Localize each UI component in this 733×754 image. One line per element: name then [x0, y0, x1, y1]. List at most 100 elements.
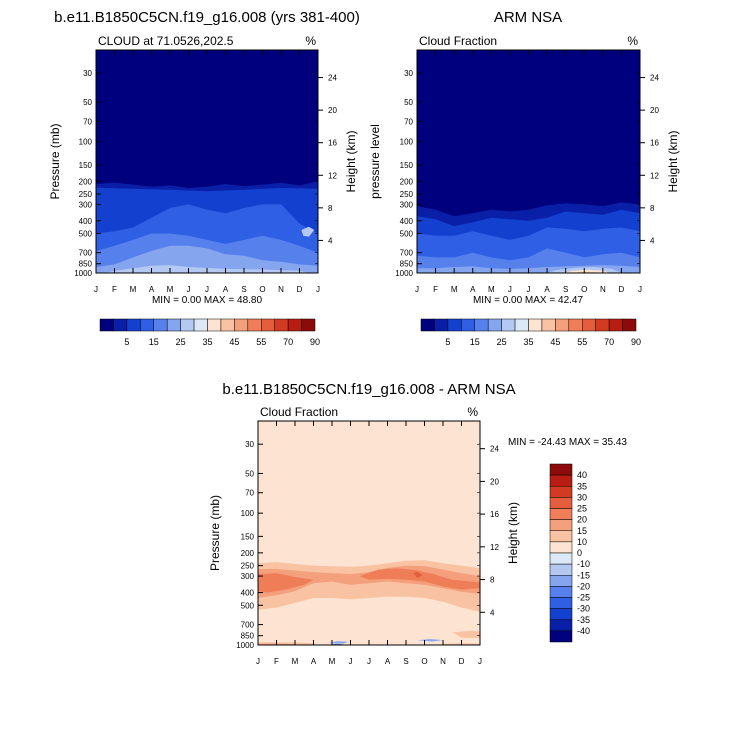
y-tick-label: 70 — [245, 489, 254, 498]
y2-tick-label: 20 — [490, 477, 499, 486]
y-tick-label: 1000 — [395, 269, 413, 278]
y-tick-label: 150 — [241, 532, 255, 541]
colorbar-label: 20 — [577, 515, 587, 525]
x-tick-label: J — [94, 285, 98, 294]
contour-region — [562, 269, 611, 273]
colorbar-label: -10 — [577, 559, 590, 569]
y-tick-label: 200 — [241, 549, 255, 558]
colorbar-box — [549, 486, 573, 498]
colorbar-obs: 5 15 25 35 45 55 70 90 — [420, 318, 641, 347]
min-max-stats: MIN = -24.43 MAX = 35.43 — [508, 437, 627, 448]
contour-region — [234, 191, 304, 200]
colorbar-label: 70 — [283, 337, 293, 347]
x-tick-label: J — [415, 285, 419, 294]
colorbar-label: 35 — [202, 337, 212, 347]
colorbar-label: 15 — [577, 526, 587, 536]
y2-tick-label: 12 — [650, 171, 659, 180]
x-tick-label: S — [241, 285, 246, 294]
colorbar-box — [180, 318, 195, 332]
colorbar-box — [140, 318, 154, 332]
y-tick-label: 1000 — [74, 269, 92, 278]
y2-tick-label: 4 — [328, 236, 333, 245]
colorbar-model: 5 15 25 35 45 55 70 90 — [99, 318, 320, 347]
x-tick-label: F — [274, 657, 279, 666]
colorbar-box — [126, 318, 141, 332]
contour-background — [258, 421, 480, 645]
x-tick-label: O — [259, 285, 265, 294]
y-tick-label: 70 — [404, 117, 413, 126]
x-tick-label: J — [187, 285, 191, 294]
y-tick-label: 500 — [79, 229, 93, 238]
colorbar-box — [166, 318, 181, 332]
y-tick-label: 200 — [400, 177, 414, 186]
y-tick-label: 70 — [83, 117, 92, 126]
panel-title: Cloud Fraction — [260, 405, 338, 419]
contour-region — [359, 568, 480, 590]
x-tick-label: O — [421, 657, 427, 666]
y-tick-label: 300 — [400, 200, 414, 209]
x-tick-label: N — [440, 657, 446, 666]
colorbar-box — [420, 318, 435, 332]
colorbar-box — [549, 530, 573, 543]
y-tick-label: 50 — [404, 98, 413, 107]
y-tick-label: 400 — [79, 217, 93, 226]
colorbar-box — [582, 318, 596, 332]
contour-region — [328, 641, 349, 644]
x-tick-label: M — [329, 657, 336, 666]
x-tick-label: A — [149, 285, 155, 294]
y2-tick-label: 24 — [490, 445, 499, 454]
panel-3: b.e11.B1850C5CN.f19_g16.008 - ARM NSA Clo… — [208, 381, 627, 666]
colorbar-box — [487, 318, 502, 332]
contour-region — [417, 639, 443, 642]
colorbar-label: 25 — [176, 337, 186, 347]
colorbar-box — [247, 318, 262, 332]
x-tick-label: D — [297, 285, 303, 294]
colorbar-box — [153, 318, 168, 332]
colorbar-box — [549, 630, 573, 643]
y-axis-label: Pressure (mb) — [48, 123, 62, 199]
colorbar-box — [549, 508, 573, 520]
colorbar-box — [447, 318, 462, 332]
y2-axis-label: Height (km) — [344, 130, 358, 192]
x-tick-label: A — [544, 285, 550, 294]
x-tick-label: J — [508, 285, 512, 294]
min-max-stats: MIN = 0.00 MAX = 48.80 — [152, 295, 262, 306]
x-tick-label: J — [367, 657, 371, 666]
y-tick-label: 150 — [400, 161, 414, 170]
colorbar-box — [549, 463, 573, 476]
colorbar-box — [622, 318, 637, 332]
y2-tick-label: 8 — [328, 204, 333, 213]
y-tick-label: 150 — [79, 161, 93, 170]
x-tick-label: M — [292, 657, 299, 666]
panel-1: b.e11.B1850C5CN.f19_g16.008 (yrs 381-400… — [48, 9, 360, 306]
colorbar-box — [99, 318, 114, 332]
x-tick-label: A — [470, 285, 476, 294]
y2-tick-label: 16 — [490, 510, 499, 519]
colorbar-box — [549, 474, 573, 487]
y-tick-label: 700 — [400, 249, 414, 258]
y2-tick-label: 4 — [650, 236, 655, 245]
colorbar-label: 5 — [124, 337, 129, 347]
colorbar-label: 55 — [256, 337, 266, 347]
y2-tick-label: 12 — [490, 543, 499, 552]
y-tick-label: 200 — [79, 177, 93, 186]
y-tick-label: 250 — [400, 190, 414, 199]
colorbar-box — [595, 318, 610, 332]
colorbar-label: 35 — [577, 481, 587, 491]
panel-suptitle: ARM NSA — [494, 9, 562, 26]
y2-tick-label: 24 — [328, 74, 337, 83]
contour-region — [258, 483, 480, 533]
colorbar-label: -15 — [577, 570, 590, 580]
y2-tick-label: 20 — [650, 106, 659, 115]
panel-units: % — [305, 34, 316, 48]
colorbar-box — [549, 552, 573, 565]
x-tick-label: S — [403, 657, 408, 666]
colorbar-label: -30 — [577, 604, 590, 614]
x-tick-label: N — [600, 285, 606, 294]
colorbar-label: -25 — [577, 593, 590, 603]
contour-region — [330, 643, 344, 645]
colorbar-box — [287, 318, 302, 332]
colorbar-label: 15 — [470, 337, 480, 347]
